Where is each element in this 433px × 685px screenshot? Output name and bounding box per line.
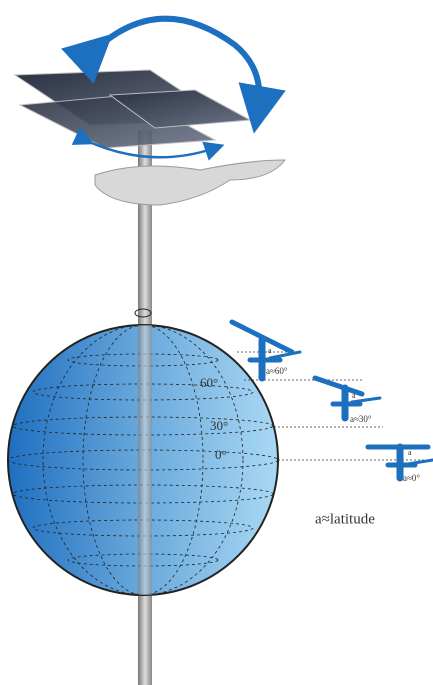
solar-panels [13, 69, 252, 149]
note: a≈latitude [315, 511, 375, 527]
latitude-label: 30° [210, 418, 228, 433]
angle-label: a [352, 391, 356, 400]
lamp-head [94, 159, 287, 206]
globe [7, 308, 279, 596]
lamp-caption: a≈30° [350, 414, 372, 424]
rotate-arrow [71, 126, 225, 161]
angle-label: a [268, 346, 272, 355]
lamp-caption: a≈0° [403, 473, 420, 483]
small-lamps [229, 319, 433, 482]
tilt-arrow [61, 15, 286, 134]
angle-label: a [408, 448, 412, 457]
latitude-label: 60° [200, 375, 218, 390]
lamp-caption: a≈60° [266, 366, 288, 376]
latitude-label: 0° [215, 447, 227, 462]
